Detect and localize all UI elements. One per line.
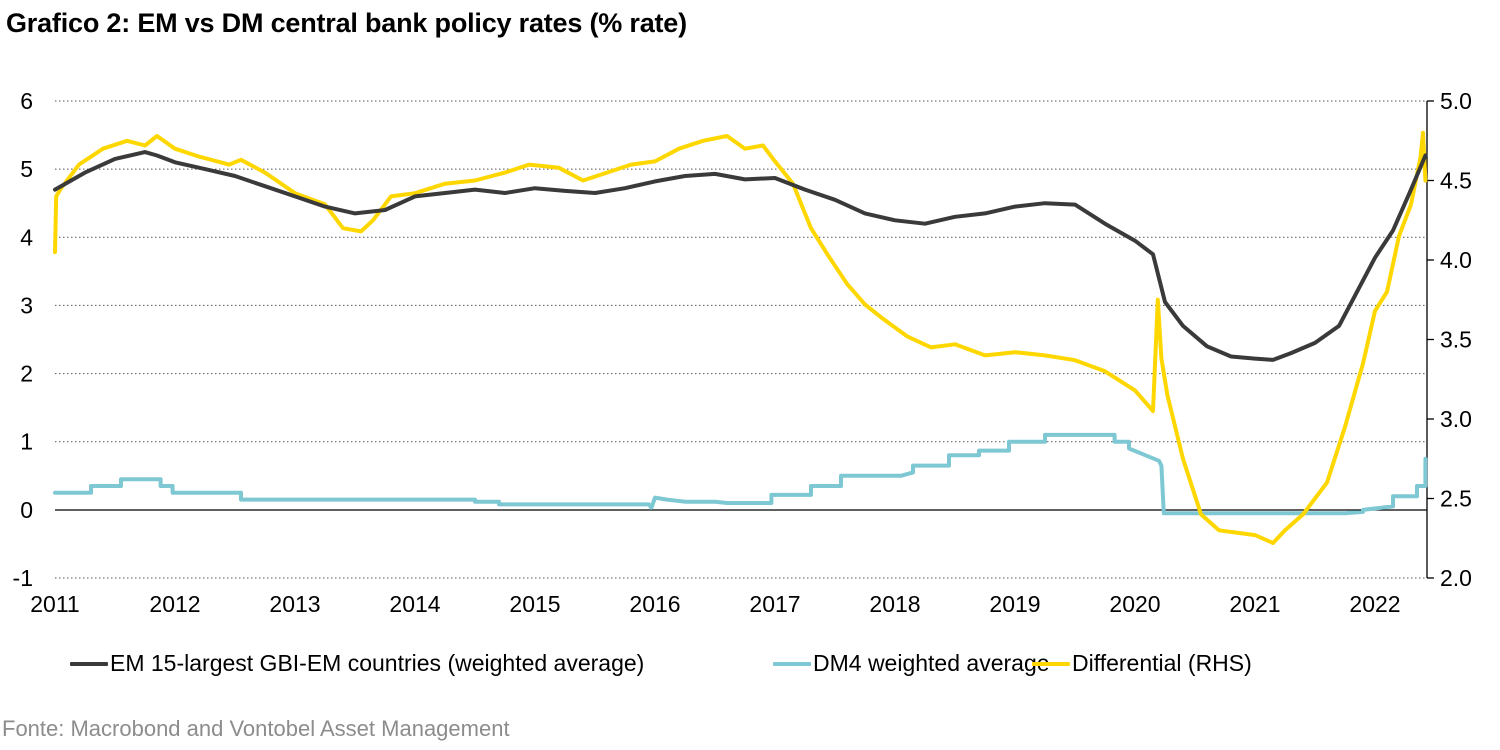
right-axis-tick-label: 2.0 [1440, 565, 1472, 591]
legend-item-em: EM 15-largest GBI-EM countries (weighted… [70, 650, 644, 677]
left-axis-tick-label: 2 [20, 361, 33, 387]
x-axis-tick-label: 2011 [30, 591, 79, 617]
x-axis-tick-label: 2021 [1229, 591, 1280, 617]
right-axis-tick-label: 3.5 [1440, 327, 1472, 353]
legend-swatch-differential [1032, 661, 1070, 666]
gridlines [55, 100, 1427, 579]
x-axis-tick-label: 2012 [149, 591, 200, 617]
left-axis-tick-label: 3 [20, 292, 33, 318]
x-axis-tick-label: 2020 [1109, 591, 1160, 617]
left-axis-tick-label: 6 [20, 88, 33, 114]
x-axis-tick-label: 2016 [629, 591, 680, 617]
series-lines [53, 130, 1428, 545]
left-axis-tick-label: 0 [20, 497, 33, 523]
series-line-dm4 [53, 432, 1428, 516]
legend-label-dm4: DM4 weighted average [813, 650, 1050, 676]
right-axis-labels: 5.0 4.5 4.0 3.5 3.0 2.5 2.0 [1440, 88, 1472, 591]
right-axis-tick-label: 4.5 [1440, 168, 1472, 194]
right-axis-tick-label: 5.0 [1440, 88, 1472, 114]
right-axis-tick-label: 3.0 [1440, 406, 1472, 432]
x-axis-tick-label: 2013 [269, 591, 320, 617]
chart-plot: 6 5 4 3 2 1 0 -1 5.0 4.5 4.0 3.5 3.0 2.5 2.0 2011 2012… [13, 88, 1472, 617]
left-axis-tick-label: 1 [20, 429, 33, 455]
x-axis-tick-label: 2022 [1349, 591, 1400, 617]
source-note: Fonte: Macrobond and Vontobel Asset Mana… [2, 716, 510, 741]
x-axis-tick-label: 2017 [749, 591, 800, 617]
x-axis-tick-label: 2018 [869, 591, 920, 617]
legend-label-em: EM 15-largest GBI-EM countries (weighted… [110, 650, 645, 676]
left-axis-tick-label: 4 [20, 224, 33, 250]
legend: EM 15-largest GBI-EM countries (weighted… [0, 650, 1500, 684]
x-axis-tick-label: 2019 [989, 591, 1040, 617]
legend-swatch-dm4 [773, 661, 811, 666]
left-axis-labels: 6 5 4 3 2 1 0 -1 [13, 88, 34, 591]
legend-item-dm4: DM4 weighted average [773, 650, 1050, 677]
legend-label-differential: Differential (RHS) [1072, 650, 1252, 676]
right-axis-tick-label: 4.0 [1440, 247, 1472, 273]
right-axis-tick-label: 2.5 [1440, 486, 1472, 512]
chart-title: Grafico 2: EM vs DM central bank policy … [6, 8, 687, 38]
x-axis-tick-label: 2014 [389, 591, 440, 617]
legend-item-differential: Differential (RHS) [1032, 650, 1252, 677]
x-axis-labels: 2011 2012 2013 2014 2015 2016 2017 2018 2019 2020… [30, 591, 1400, 617]
legend-swatch-em [70, 661, 108, 666]
left-axis-tick-label: 5 [20, 156, 33, 182]
series-line-em [53, 150, 1428, 362]
x-axis-tick-label: 2015 [509, 591, 560, 617]
left-axis-tick-label: -1 [13, 565, 33, 591]
series-line-differential [53, 130, 1428, 545]
right-axis-tick-marks [1427, 100, 1434, 579]
